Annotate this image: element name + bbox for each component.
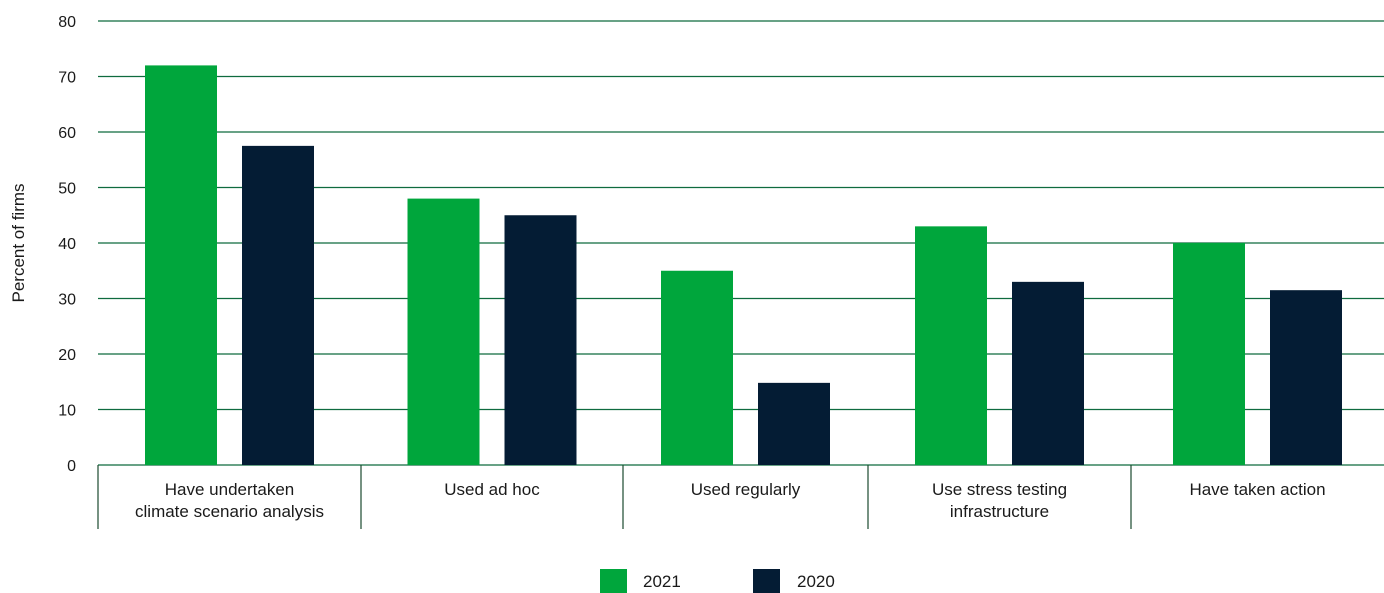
x-tick-label: Used ad hoc [444, 480, 540, 499]
legend-label: 2020 [797, 572, 835, 591]
bar-2021 [915, 226, 987, 465]
y-tick-label: 30 [58, 292, 76, 309]
legend-swatch [600, 569, 627, 593]
y-tick-label: 50 [58, 181, 76, 198]
legend-swatch [753, 569, 780, 593]
x-tick-label: Have taken action [1189, 480, 1325, 499]
bar-2021 [407, 198, 480, 465]
legend-label: 2021 [643, 572, 681, 591]
legend: 2021 2020 [600, 569, 835, 593]
bar-2021 [1173, 243, 1245, 465]
y-tick-label: 80 [58, 14, 76, 31]
bar-2020 [1012, 281, 1084, 465]
y-tick-label: 60 [58, 125, 76, 142]
y-tick-label: 0 [67, 458, 76, 475]
y-tick-label: 10 [58, 403, 76, 420]
x-tick-label: Have undertaken [165, 480, 294, 499]
x-tick-label: Use stress testing [932, 480, 1067, 499]
y-tick-label: 20 [58, 347, 76, 364]
y-axis-title: Percent of firms [9, 183, 28, 302]
y-axis-ticks: 0 10 20 30 40 50 60 70 80 [58, 14, 76, 475]
y-tick-label: 70 [58, 70, 76, 87]
bar-2020 [504, 215, 577, 465]
bar-2020 [242, 145, 314, 465]
bar-2020 [758, 382, 830, 465]
x-axis: Have undertaken climate scenario analysis… [97, 465, 1326, 529]
bar-2020 [1270, 290, 1342, 465]
bars [145, 65, 1342, 466]
x-tick-label: climate scenario analysis [135, 502, 324, 521]
bar-2021 [661, 270, 733, 465]
bar-2021 [145, 65, 217, 466]
y-tick-label: 40 [58, 236, 76, 253]
x-tick-label: Used regularly [691, 480, 801, 499]
x-tick-label: infrastructure [950, 502, 1049, 521]
